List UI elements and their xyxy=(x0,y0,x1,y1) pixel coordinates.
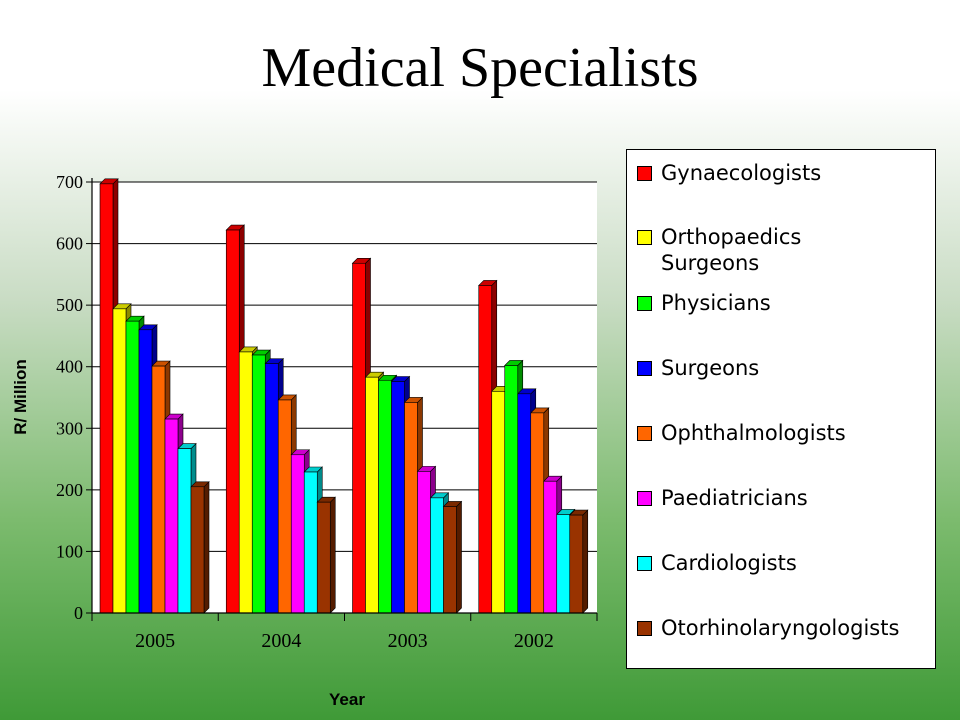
legend-item: Ophthalmologists xyxy=(637,420,931,446)
bar xyxy=(177,448,192,614)
y-tick-label: 700 xyxy=(56,172,83,192)
x-axis-label: Year xyxy=(329,690,365,709)
bar xyxy=(225,229,240,614)
bar xyxy=(303,471,318,614)
bar xyxy=(391,381,405,614)
legend-label: Otorhinolaryngologists xyxy=(661,616,900,640)
bar xyxy=(290,454,305,614)
bar xyxy=(491,391,506,614)
bar xyxy=(430,497,444,614)
legend-item: Gynaecologists xyxy=(637,160,931,186)
bar-side xyxy=(203,481,210,614)
legend-item: Physicians xyxy=(637,290,931,316)
bar xyxy=(504,365,519,614)
bar xyxy=(352,262,366,614)
legend-swatch xyxy=(637,166,652,181)
bar xyxy=(556,514,571,614)
bar xyxy=(417,471,431,614)
bar xyxy=(112,308,127,614)
page-title: Medical Specialists xyxy=(261,37,699,99)
legend-swatch xyxy=(637,361,652,376)
legend-label: Gynaecologists xyxy=(661,161,822,185)
series-otorhinolaryngologists xyxy=(190,481,589,614)
axes: 0 100 200 300 400 500 600 700 2005 2004 2003 2002 xyxy=(56,172,598,652)
x-tick-label: 2003 xyxy=(388,630,428,652)
bar xyxy=(238,351,253,614)
legend-swatch xyxy=(637,556,652,571)
bar xyxy=(138,329,153,614)
bar xyxy=(277,399,292,614)
bar xyxy=(316,501,331,614)
bar-side xyxy=(329,496,336,614)
y-tick-label: 0 xyxy=(74,603,83,623)
bar xyxy=(151,365,166,614)
y-tick-label: 400 xyxy=(56,357,83,377)
legend-swatch xyxy=(637,296,652,311)
x-tick-label: 2005 xyxy=(135,630,175,652)
legend-swatch xyxy=(637,426,652,441)
legend-label: Physicians xyxy=(661,291,771,315)
legend-item: Surgeons xyxy=(637,355,931,381)
legend-item: Paediatricians xyxy=(637,485,931,511)
bars xyxy=(99,178,589,614)
y-tick-label: 600 xyxy=(56,234,83,254)
legend-swatch xyxy=(637,491,652,506)
y-tick-label: 100 xyxy=(56,541,83,561)
legend-label: Orthopaedics Surgeons xyxy=(661,225,802,275)
bar-side xyxy=(582,509,589,614)
bar xyxy=(125,320,140,614)
legend-swatch xyxy=(637,621,652,636)
y-tick-label: 200 xyxy=(56,480,83,500)
legend-item: Cardiologists xyxy=(637,550,931,576)
bar xyxy=(478,285,493,614)
bar xyxy=(378,379,392,614)
legend-label: Surgeons xyxy=(661,356,760,380)
bar xyxy=(99,183,114,614)
bar xyxy=(164,418,179,614)
legend-item: Orthopaedics Surgeons xyxy=(637,224,846,276)
bar xyxy=(264,363,279,614)
y-axis-label: R/ Million xyxy=(11,359,30,435)
bar xyxy=(530,412,545,614)
bar xyxy=(190,486,205,614)
bar xyxy=(251,354,266,614)
bar xyxy=(543,480,558,614)
bar-side xyxy=(456,500,462,614)
legend-label: Ophthalmologists xyxy=(661,421,846,445)
legend-label: Paediatricians xyxy=(661,486,808,510)
y-tick-label: 500 xyxy=(56,295,83,315)
legend-label: Cardiologists xyxy=(661,551,797,575)
x-tick-label: 2002 xyxy=(514,630,554,652)
legend-item: Otorhinolaryngologists xyxy=(637,615,931,641)
series-physicians xyxy=(125,315,524,614)
legend-swatch xyxy=(637,230,652,245)
bar xyxy=(365,376,379,614)
bar xyxy=(517,393,532,614)
legend: Gynaecologists Orthopaedics Surgeons Physi… xyxy=(626,149,936,669)
y-tick-label: 300 xyxy=(56,418,83,438)
bar xyxy=(569,514,584,614)
bar xyxy=(404,402,418,614)
bar xyxy=(443,506,457,614)
x-tick-label: 2004 xyxy=(261,630,301,652)
